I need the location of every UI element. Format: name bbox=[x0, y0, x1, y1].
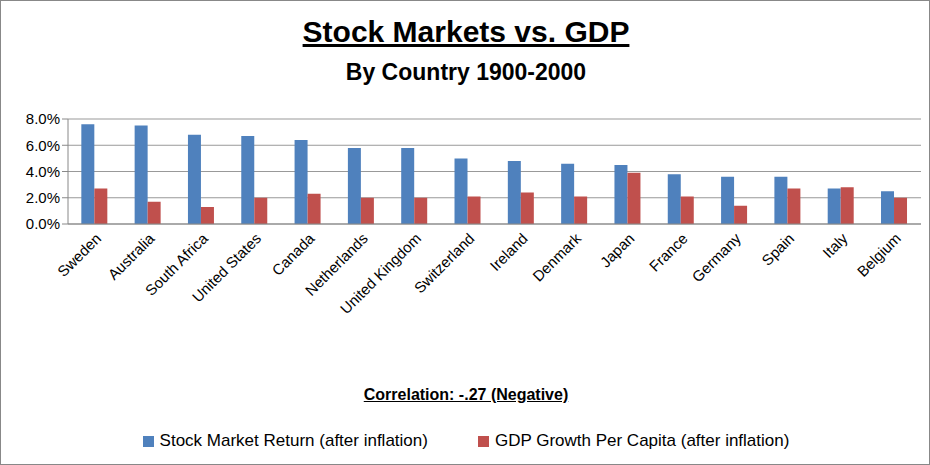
svg-text:4.0%: 4.0% bbox=[26, 163, 60, 180]
svg-text:Germany: Germany bbox=[688, 229, 744, 285]
html-text:GDP Growth Per Capita (after i: GDP Growth Per Capita (after inflation) bbox=[494, 431, 790, 450]
svg-text:France: France bbox=[646, 230, 691, 275]
svg-text:2.0%: 2.0% bbox=[26, 189, 60, 206]
html-text:Stock Markets vs. GDP: Stock Markets vs. GDP bbox=[302, 15, 630, 48]
svg-text:Australia: Australia bbox=[104, 229, 158, 283]
html-text:By Country 1900-2000: By Country 1900-2000 bbox=[345, 59, 587, 85]
svg-text:Japan: Japan bbox=[597, 230, 638, 271]
svg-text:Denmark: Denmark bbox=[529, 229, 584, 284]
svg-text:Canada: Canada bbox=[268, 229, 318, 279]
svg-text:United Kingdom: United Kingdom bbox=[337, 230, 424, 317]
svg-text:Switzerland: Switzerland bbox=[411, 230, 478, 297]
html-text:Stock Market Return (after inf: Stock Market Return (after inflation) bbox=[159, 431, 428, 450]
svg-text:United States: United States bbox=[189, 230, 265, 306]
svg-text:South Africa: South Africa bbox=[141, 229, 211, 299]
svg-text:Italy: Italy bbox=[819, 229, 851, 261]
svg-text:8.0%: 8.0% bbox=[26, 110, 60, 127]
svg-text:6.0%: 6.0% bbox=[26, 137, 60, 154]
svg-text:Spain: Spain bbox=[758, 230, 797, 269]
svg-text:Netherlands: Netherlands bbox=[301, 229, 371, 299]
svg-text:Sweden: Sweden bbox=[54, 230, 104, 280]
svg-text:0.0%: 0.0% bbox=[26, 215, 60, 232]
html-text:Correlation: -.27 (Negative): Correlation: -.27 (Negative) bbox=[363, 386, 569, 403]
svg-text:Ireland: Ireland bbox=[486, 230, 530, 274]
svg-text:Belgium: Belgium bbox=[854, 230, 904, 280]
